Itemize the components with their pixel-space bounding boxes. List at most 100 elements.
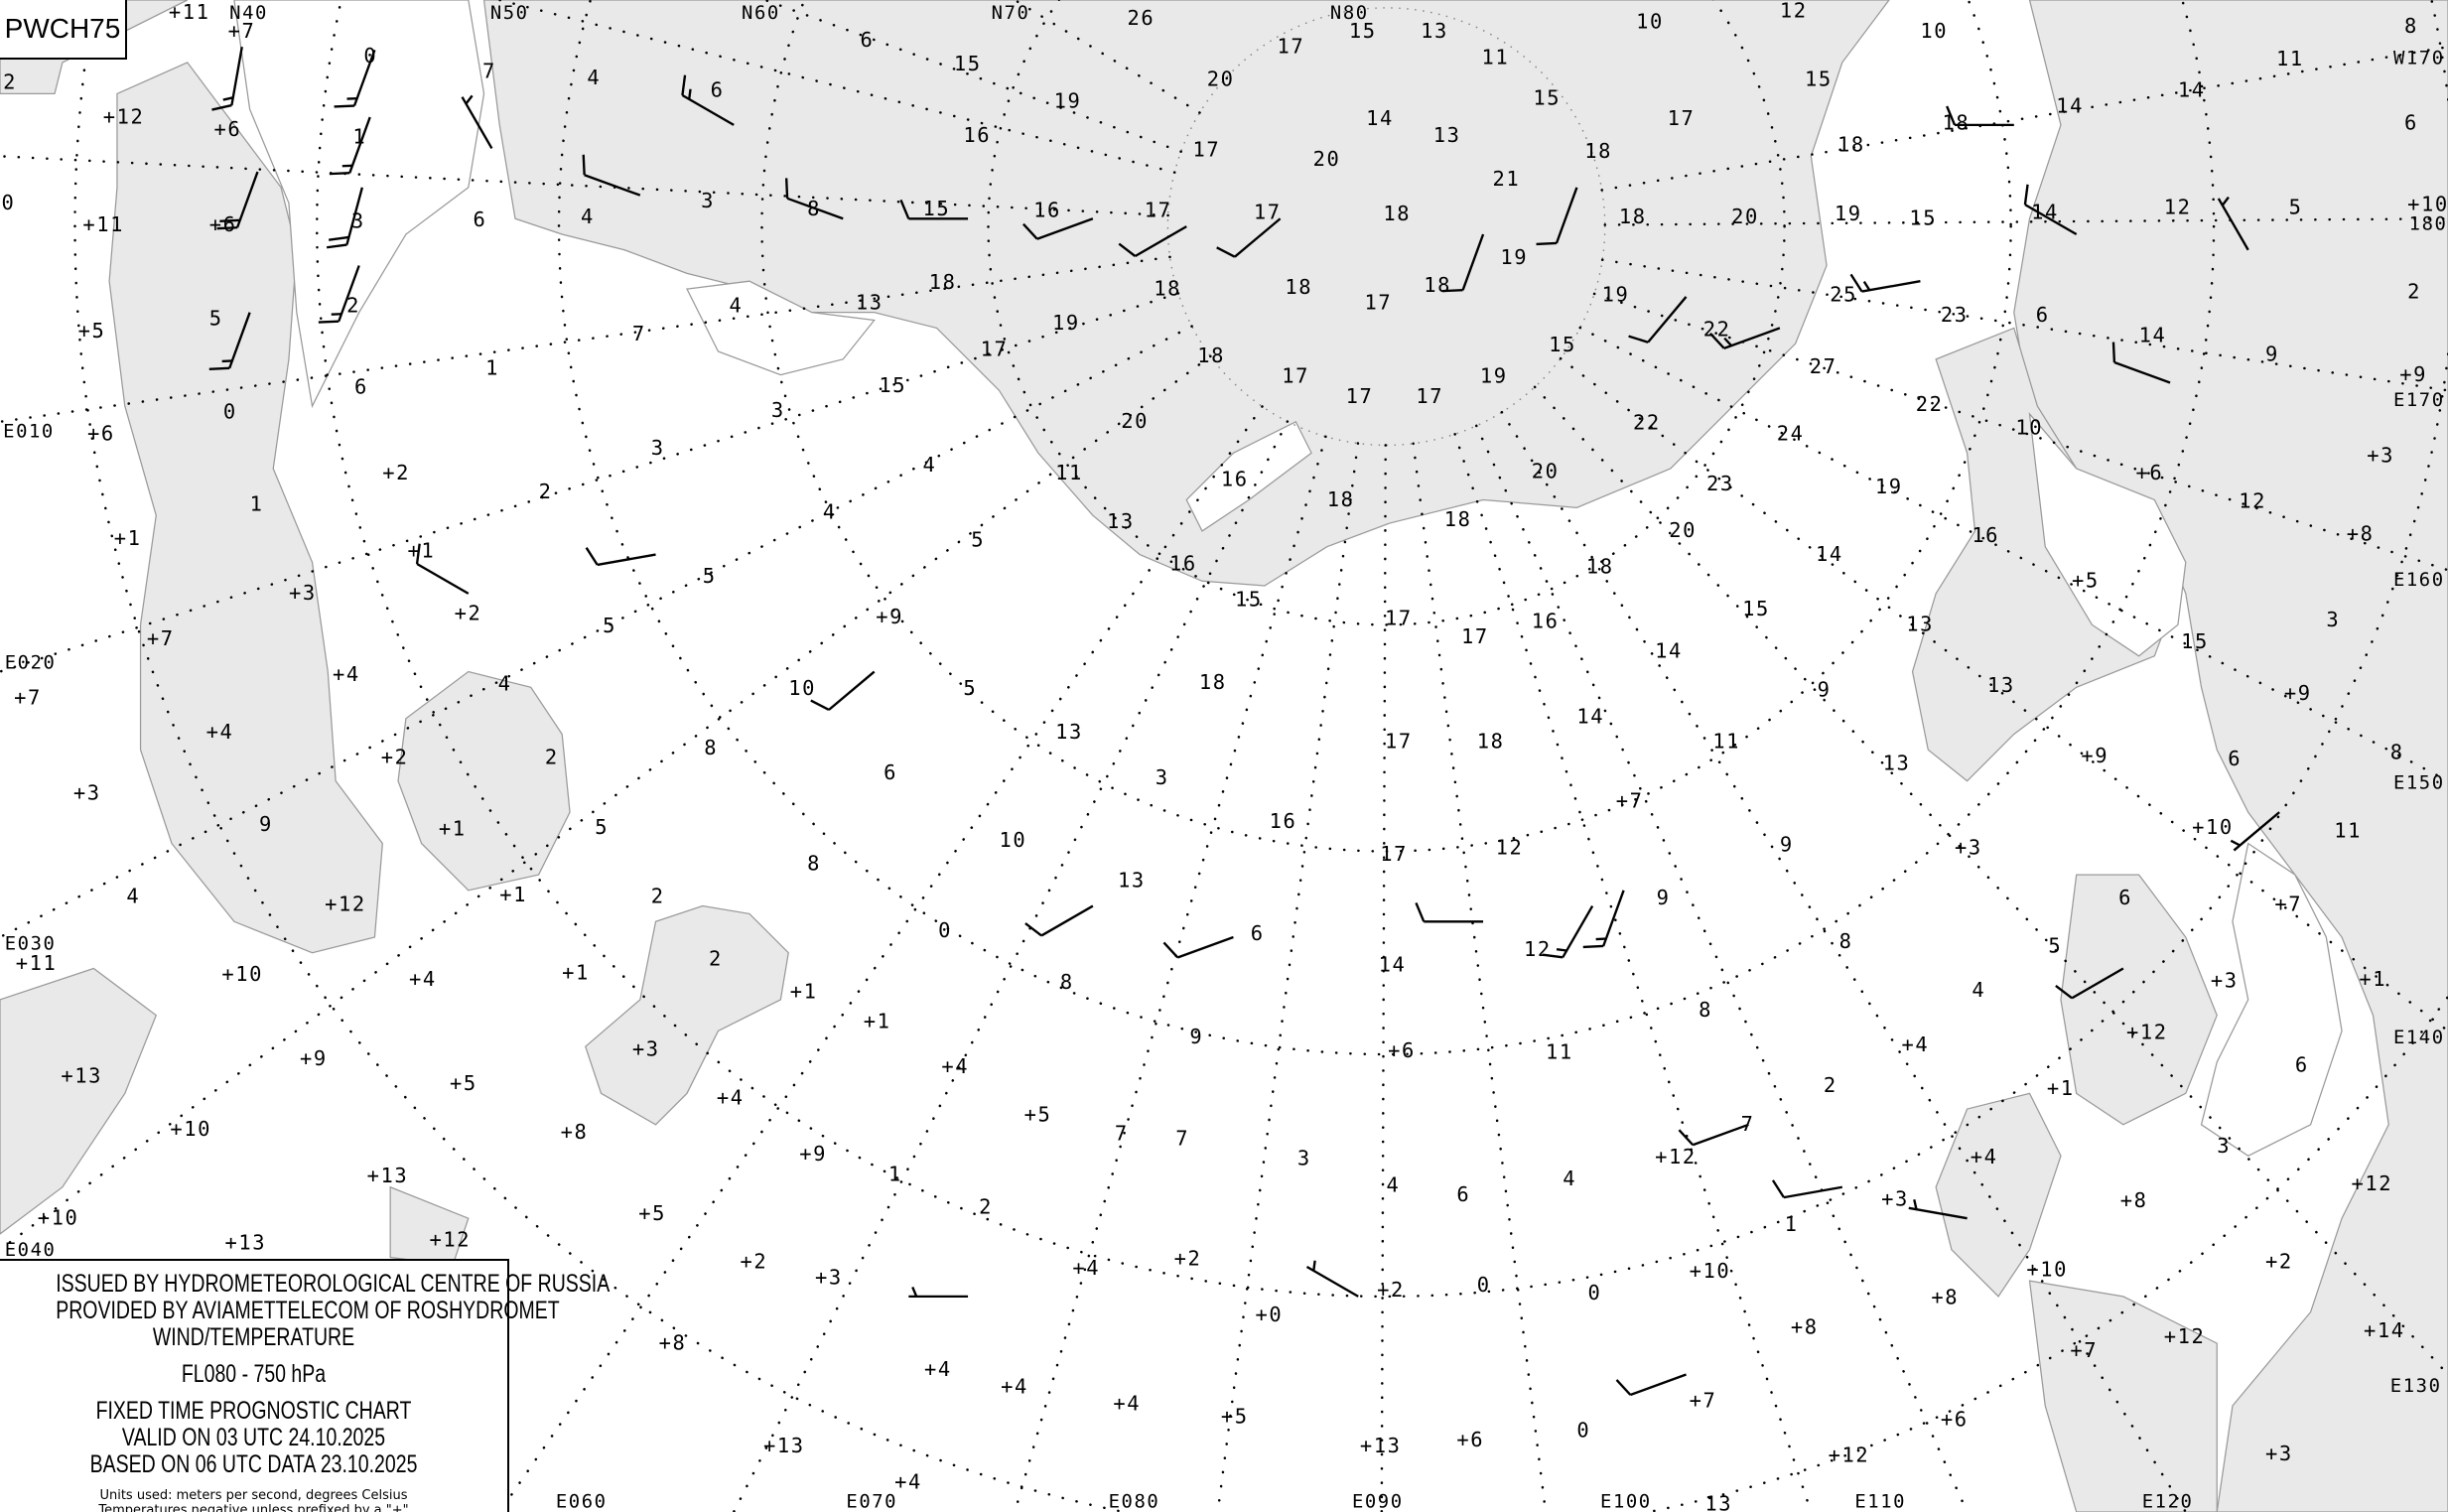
temperature-label: +6 [2135,461,2163,484]
graticule-label: E150 [2393,772,2445,794]
temperature-label: +7 [147,626,175,650]
temperature-label: 12 [2164,196,2192,219]
meridian-line [1600,45,2448,192]
temperature-label: 18 [1199,670,1227,694]
wind-barb [1849,273,1921,293]
temperature-label: 19 [1500,245,1528,269]
temperature-label: 18 [1327,487,1355,511]
temperature-label: 18 [1285,275,1312,299]
temperature-label: 20 [1121,409,1149,433]
temperature-label: 1 [352,125,366,149]
temperature-label: 19 [1875,475,1903,498]
temperature-label: +9 [300,1046,328,1070]
graticule-label: E030 [5,933,57,955]
wind-barb [1305,1260,1359,1298]
temperature-label: 4 [1972,978,1985,1002]
temperature-label: +7 [2274,892,2302,915]
temperature-label: +4 [333,662,360,686]
temperature-label: 16 [1169,551,1197,575]
temperature-label: 14 [2056,93,2084,117]
temperature-label: 4 [823,499,837,523]
graticule-label: E140 [2393,1027,2445,1048]
temperature-label: +11 [169,0,210,24]
units-note: Units used: meters per second, degrees C… [99,1488,408,1503]
temperature-label: 2 [2407,280,2421,304]
temperature-label: 3 [771,398,785,422]
temperature-label: 6 [2404,111,2418,135]
temperature-label: 7 [1741,1112,1755,1136]
meridian-line [763,0,1182,153]
temperature-label: 4 [729,294,743,318]
product-line: WIND/TEMPERATURE [152,1323,355,1351]
wind-barb [1022,217,1094,240]
temperature-label: +13 [367,1164,409,1187]
temperature-label: 15 [922,197,950,220]
temperature-label: 16 [1532,609,1560,632]
temperature-label: 1 [1785,1212,1799,1236]
temperature-label: 13 [1883,752,1911,775]
temperature-label: +13 [61,1063,102,1087]
meridian-line [1600,258,2448,392]
graticule-label: E160 [2393,569,2445,591]
east-china-sea [2028,1280,2218,1512]
temperature-label: +3 [815,1265,843,1289]
temperature-label: +10 [170,1117,211,1141]
temperature-label: 8 [1060,970,1074,994]
mediterranean [0,967,158,1235]
legend-box: ISSUED BY HYDROMETEOROLOGICAL CENTRE OF … [0,1259,611,1512]
issuer-line: ISSUED BY HYDROMETEOROLOGICAL CENTRE OF … [56,1270,611,1298]
kamchatka [2028,411,2187,657]
temperature-label: 9 [1780,832,1794,856]
wind-barb [208,312,251,370]
temperature-label: +6 [1388,1038,1416,1062]
temperature-label: 5 [703,564,717,588]
temperature-label: +12 [103,104,145,128]
temperature-label: 11 [1712,730,1740,754]
temperature-label: 18 [929,270,957,294]
temperature-label: 13 [1118,869,1146,893]
temperature-label: +6 [1941,1407,1969,1431]
temperature-label: 20 [1313,147,1341,171]
graticule-label: N60 [742,2,780,24]
temperature-label: +1 [499,883,527,906]
temperature-label: 19 [1835,202,1862,225]
graticule-label: E120 [2142,1490,2194,1512]
temperature-label: +3 [289,581,317,605]
temperature-label: 2 [346,294,360,318]
temperature-label: 17 [1282,363,1309,387]
temperature-label: 18 [1942,111,1970,135]
temperature-label: 2 [709,946,723,970]
temperature-label: +1 [439,817,467,841]
temperature-label: +9 [2081,744,2108,767]
temperature-label: 24 [1777,422,1805,446]
temperature-label: 14 [2178,78,2206,102]
temperature-label: +6 [209,212,237,236]
temperature-label: +3 [2211,968,2239,992]
meridian-line [1453,433,1813,1512]
temperature-label: 0 [938,918,952,942]
temperature-label: 13 [1421,19,1448,43]
graticule-label: E070 [846,1490,897,1512]
temperature-label: 4 [587,66,601,89]
temperature-label: 8 [807,197,821,220]
temperature-label: +2 [382,461,410,484]
temperature-label: 5 [595,815,609,839]
temperature-label: 3 [701,189,715,212]
temperature-label: +9 [799,1142,827,1166]
temperature-label: 17 [1346,384,1374,408]
temperature-label: 4 [1563,1167,1576,1190]
temperature-label: +12 [1829,1443,1870,1467]
graticule-label: E110 [1854,1490,1906,1512]
temperature-label: +0 [1255,1303,1283,1326]
wind-barb [1771,1179,1842,1199]
temperature-label: 9 [259,812,273,836]
temperature-label: +7 [14,686,42,710]
temperature-label: 8 [1699,998,1712,1022]
provider-line: PROVIDED BY AVIAMETTELECOM OF ROSHYDROME… [56,1297,560,1324]
chart-code-box: PWCH75 [0,0,127,60]
temperature-label: 0 [363,44,377,68]
temperature-label: 19 [1052,311,1080,335]
temperature-label: +1 [562,960,590,984]
temperature-label: 11 [1546,1040,1573,1064]
temperature-label: 6 [354,374,368,398]
